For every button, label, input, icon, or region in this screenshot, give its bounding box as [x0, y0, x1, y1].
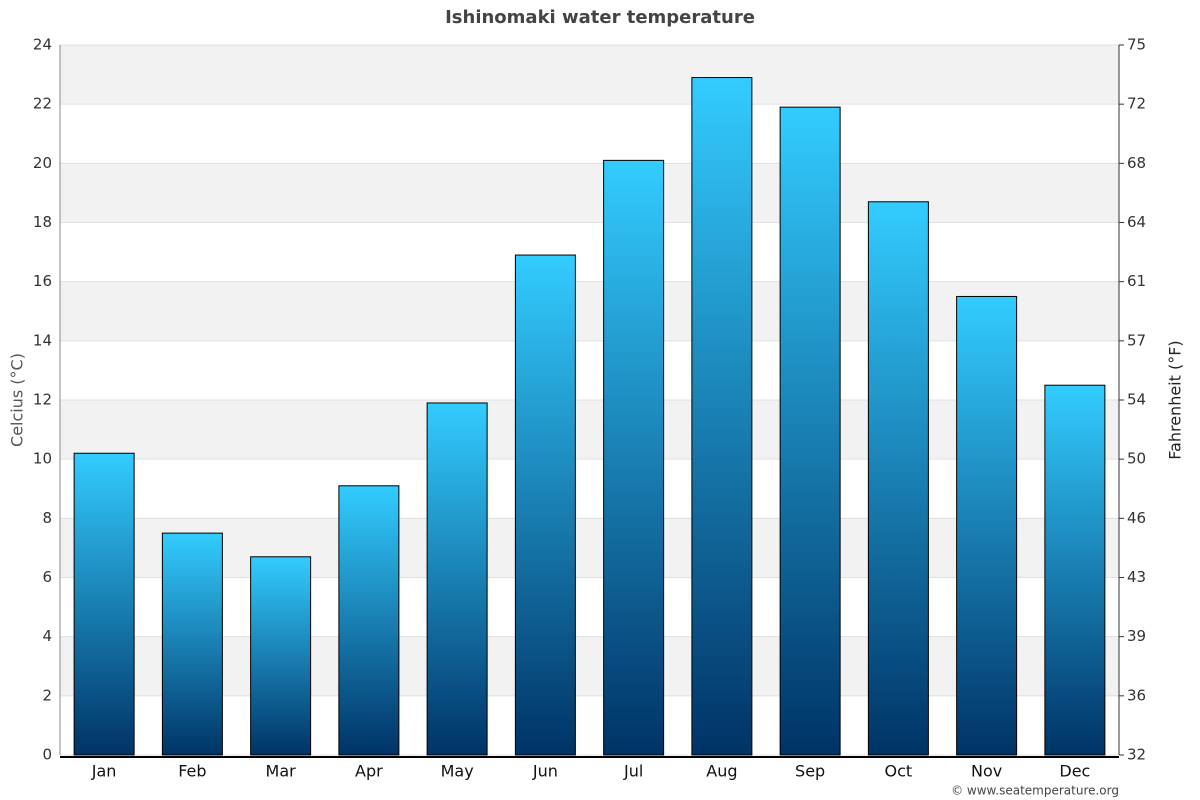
- plot-background: [60, 44, 1119, 756]
- x-tick-label: Jun: [532, 762, 558, 781]
- grid-band: [60, 45, 1119, 105]
- y2-tick-label: 46: [1127, 509, 1146, 527]
- x-tick-label: Sep: [795, 762, 825, 781]
- y-tick-label: 12: [33, 391, 52, 409]
- bar: [426, 402, 488, 756]
- bar: [338, 485, 400, 756]
- x-tick-label: Jan: [91, 762, 117, 781]
- bar: [514, 254, 576, 756]
- y-tick-label: 24: [33, 36, 52, 54]
- y-tick-label: 20: [33, 154, 52, 172]
- grid-band: [60, 163, 1119, 223]
- bar: [867, 201, 929, 756]
- source-credit: © www.seatemperature.org: [951, 784, 1119, 798]
- y-tick-label: 6: [42, 568, 52, 586]
- y2-tick-label: 68: [1127, 154, 1146, 172]
- grid-band: [60, 636, 1119, 696]
- y-tick-label: 22: [33, 95, 52, 113]
- bar: [956, 295, 1018, 756]
- y2-tick-label: 50: [1127, 450, 1146, 468]
- y-tick-label: 16: [33, 272, 52, 290]
- y-tick-label: 0: [42, 746, 52, 764]
- y2-axis-label: Fahrenheit (°F): [1166, 340, 1185, 459]
- y-tick-label: 8: [42, 509, 52, 527]
- grid-band: [60, 400, 1119, 460]
- y2-tick-label: 72: [1127, 95, 1146, 113]
- x-tick-label: Feb: [178, 762, 206, 781]
- x-tick-label: Aug: [706, 762, 737, 781]
- y2-tick-label: 43: [1127, 568, 1146, 586]
- y2-tick-label: 64: [1127, 213, 1146, 231]
- chart-title: Ishinomaki water temperature: [445, 7, 755, 28]
- y-tick-label: 18: [33, 213, 52, 231]
- y-tick-label: 4: [42, 627, 52, 645]
- y2-tick-label: 54: [1127, 391, 1146, 409]
- bar: [603, 159, 665, 756]
- y-tick-label: 10: [33, 450, 52, 468]
- grid-band: [60, 518, 1119, 578]
- x-tick-label: May: [441, 762, 474, 781]
- y2-tick-label: 57: [1127, 331, 1146, 349]
- x-tick-label: Nov: [971, 762, 1002, 781]
- y2-tick-label: 32: [1127, 746, 1146, 764]
- x-tick-label: Oct: [885, 762, 913, 781]
- y2-tick-label: 75: [1127, 36, 1146, 54]
- bar: [691, 77, 753, 756]
- y2-tick-label: 36: [1127, 686, 1146, 704]
- x-tick-label: Jul: [623, 762, 643, 781]
- y-axis-label: Celcius (°C): [8, 353, 27, 447]
- y-tick-label: 14: [33, 331, 52, 349]
- bar: [1044, 384, 1106, 756]
- grid-band: [60, 281, 1119, 341]
- bar: [779, 106, 841, 756]
- bar: [250, 556, 312, 756]
- bar: [161, 532, 223, 756]
- y2-tick-label: 39: [1127, 627, 1146, 645]
- bar: [73, 452, 135, 756]
- y-tick-label: 2: [42, 686, 52, 704]
- x-tick-label: Dec: [1059, 762, 1090, 781]
- y2-tick-label: 61: [1127, 272, 1146, 290]
- x-tick-label: Apr: [355, 762, 383, 781]
- x-tick-label: Mar: [266, 762, 297, 781]
